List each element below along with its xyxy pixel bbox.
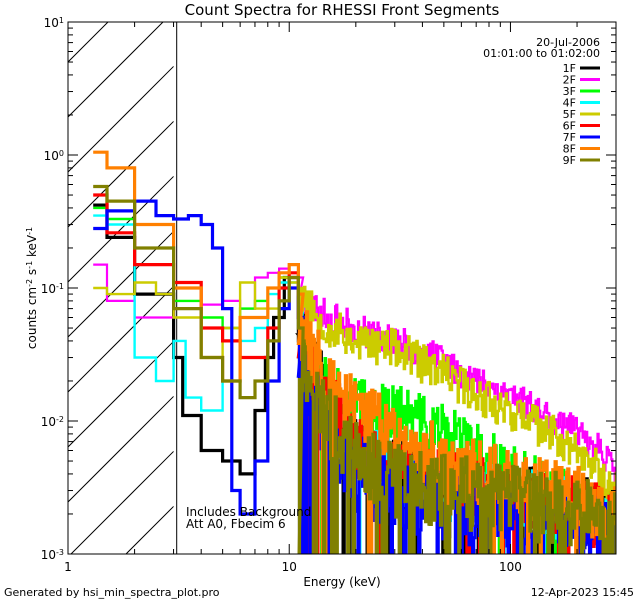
legend-label-7F: 7F <box>563 131 576 144</box>
hatch-line <box>70 451 174 554</box>
x-tick-label: 100 <box>499 560 522 574</box>
legend-label-2F: 2F <box>563 74 576 87</box>
y-tick-label: 10-1 <box>41 282 64 297</box>
series-layer <box>93 150 616 554</box>
hatch-line <box>68 22 109 63</box>
legend-label-3F: 3F <box>563 85 576 98</box>
y-tick-label: 100 <box>44 149 64 164</box>
hatch-line <box>68 396 174 503</box>
legend-label-1F: 1F <box>563 62 576 75</box>
hatch-line <box>68 341 174 448</box>
hatch-line <box>68 22 164 118</box>
hatch-line <box>68 121 174 228</box>
annotation-background: Includes Background <box>186 505 311 519</box>
hatch-line <box>68 176 174 283</box>
y-tick-label: 10-2 <box>41 415 64 430</box>
legend-label-5F: 5F <box>563 108 576 121</box>
legend-label-9F: 9F <box>563 154 576 167</box>
x-tick-label: 1 <box>64 560 72 574</box>
axis-ticks: 1 10 100 10-3 10-2 10-1 100 101 <box>41 16 617 574</box>
x-tick-label: 10 <box>282 560 297 574</box>
hatch-line <box>68 66 174 173</box>
chart-date: 20-Jul-2006 <box>536 36 600 49</box>
legend-label-8F: 8F <box>563 143 576 156</box>
chart-time-range: 01:01:00 to 01:02:00 <box>483 47 600 60</box>
annotation-attenuator: Att A0, Fbecim 6 <box>186 517 286 531</box>
hatch-line <box>125 506 174 554</box>
series-5F <box>93 276 616 504</box>
series-8F <box>93 150 616 554</box>
y-axis-label: counts cm-2 s-1 keV-1 <box>25 227 40 349</box>
footer-generated-by: Generated by hsi_min_spectra_plot.pro <box>4 586 220 599</box>
chart-title: Count Spectra for RHESSI Front Segments <box>185 1 500 19</box>
footer-timestamp: 12-Apr-2023 15:45 <box>531 586 634 599</box>
series-9F <box>93 184 616 554</box>
y-tick-label: 101 <box>44 16 64 31</box>
hatch-line <box>68 286 174 393</box>
legend-label-6F: 6F <box>563 120 576 133</box>
y-tick-label: 10-3 <box>41 548 64 563</box>
x-axis-label: Energy (keV) <box>303 575 380 589</box>
legend-label-4F: 4F <box>563 97 576 110</box>
